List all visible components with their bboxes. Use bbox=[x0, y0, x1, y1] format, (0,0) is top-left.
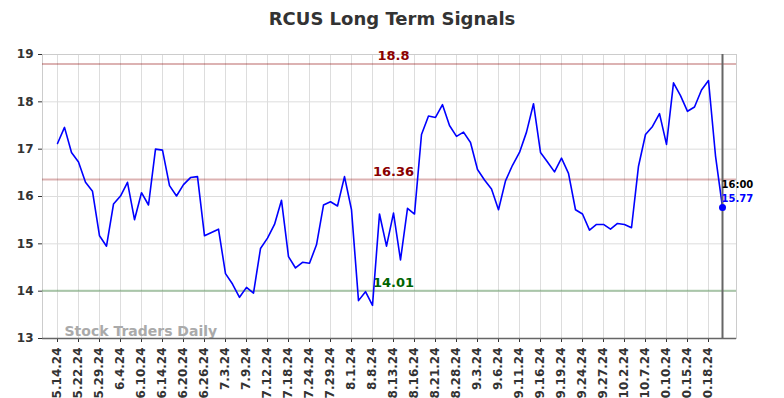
svg-text:5.29.24: 5.29.24 bbox=[92, 348, 106, 398]
svg-text:8.13.24: 8.13.24 bbox=[386, 348, 400, 398]
svg-text:8.21.24: 8.21.24 bbox=[428, 348, 442, 398]
svg-text:9.19.24: 9.19.24 bbox=[554, 348, 568, 398]
svg-text:15: 15 bbox=[17, 237, 34, 251]
svg-text:6.20.24: 6.20.24 bbox=[176, 348, 190, 398]
svg-text:7.29.24: 7.29.24 bbox=[323, 348, 337, 398]
svg-text:Stock Traders Daily: Stock Traders Daily bbox=[65, 323, 218, 339]
svg-text:5.22.24: 5.22.24 bbox=[71, 348, 85, 398]
svg-text:9.27.24: 9.27.24 bbox=[596, 348, 610, 398]
svg-text:16.36: 16.36 bbox=[373, 164, 414, 179]
svg-text:14: 14 bbox=[17, 284, 34, 298]
svg-text:13: 13 bbox=[17, 331, 34, 345]
svg-text:9.11.24: 9.11.24 bbox=[512, 348, 526, 398]
svg-text:6.26.24: 6.26.24 bbox=[197, 348, 211, 398]
svg-text:18: 18 bbox=[17, 95, 34, 109]
svg-text:8.8.24: 8.8.24 bbox=[365, 348, 379, 391]
svg-text:6.10.24: 6.10.24 bbox=[134, 348, 148, 398]
svg-text:8.28.24: 8.28.24 bbox=[449, 348, 463, 398]
svg-text:8.16.24: 8.16.24 bbox=[407, 348, 421, 398]
svg-text:7.18.24: 7.18.24 bbox=[281, 348, 295, 398]
svg-text:7.3.24: 7.3.24 bbox=[218, 348, 232, 391]
svg-text:10.7.24: 10.7.24 bbox=[638, 348, 652, 398]
svg-text:16:00: 16:00 bbox=[722, 179, 754, 190]
svg-text:18.8: 18.8 bbox=[377, 48, 409, 63]
svg-text:16: 16 bbox=[17, 189, 34, 203]
svg-text:6.4.24: 6.4.24 bbox=[113, 348, 127, 391]
svg-text:10.2.24: 10.2.24 bbox=[617, 348, 631, 398]
svg-text:9.16.24: 9.16.24 bbox=[533, 348, 547, 398]
svg-text:7.12.24: 7.12.24 bbox=[260, 348, 274, 398]
svg-text:9.3.24: 9.3.24 bbox=[470, 348, 484, 391]
svg-text:10.18.24: 10.18.24 bbox=[701, 348, 715, 398]
svg-text:14.01: 14.01 bbox=[373, 275, 414, 290]
svg-text:8.1.24: 8.1.24 bbox=[344, 348, 358, 391]
svg-text:9.6.24: 9.6.24 bbox=[491, 348, 505, 391]
svg-text:5.14.24: 5.14.24 bbox=[50, 348, 64, 398]
svg-text:7.24.24: 7.24.24 bbox=[302, 348, 316, 398]
svg-text:17: 17 bbox=[17, 142, 34, 156]
svg-text:9.24.24: 9.24.24 bbox=[575, 348, 589, 398]
html-text:RCUS Long Term Signals: RCUS Long Term Signals bbox=[268, 8, 516, 29]
svg-text:10.10.24: 10.10.24 bbox=[659, 348, 673, 398]
svg-text:6.14.24: 6.14.24 bbox=[155, 348, 169, 398]
svg-text:10.15.24: 10.15.24 bbox=[680, 348, 694, 398]
svg-text:7.9.24: 7.9.24 bbox=[239, 348, 253, 391]
svg-text:19: 19 bbox=[17, 47, 34, 61]
svg-text:15.77: 15.77 bbox=[722, 193, 754, 204]
